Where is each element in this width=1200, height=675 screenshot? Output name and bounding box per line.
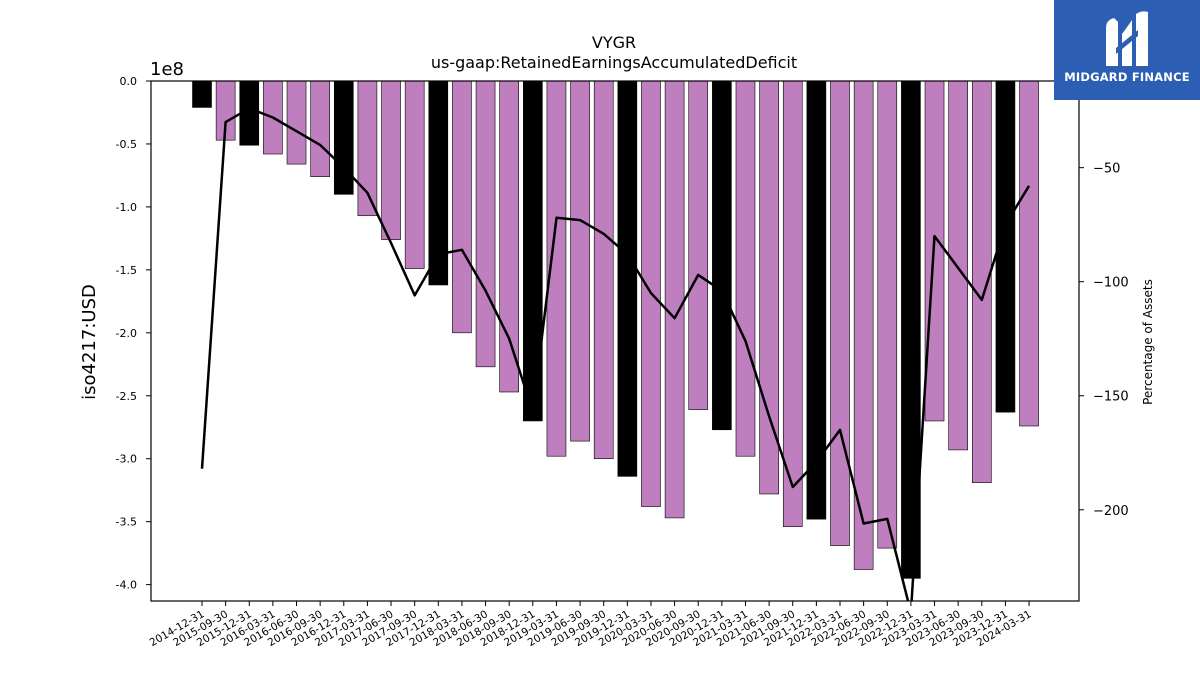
y-axis: 0.0 -0.5 -1.0 -1.5 -2.0 -2.5 -3.0 -3.5 -4.0	[116, 75, 151, 592]
y-axis-label: iso4217:USD	[79, 284, 100, 400]
line-series	[200, 107, 1031, 601]
bar	[333, 80, 354, 195]
y-tick-label: -2.0	[116, 327, 137, 340]
x-axis: 2014-12-312015-09-302015-12-312016-03-31…	[148, 601, 1034, 649]
y-tick-label: -3.0	[116, 453, 137, 466]
bar	[735, 80, 756, 457]
bar	[664, 80, 685, 519]
y-tick-label: -0.5	[116, 138, 137, 151]
bar	[948, 80, 968, 451]
y-tick-label: -1.0	[116, 201, 137, 214]
y-tick-label: -3.5	[116, 516, 137, 529]
brand-name: MIDGARD FINANCE	[1064, 70, 1190, 84]
y-offset-label: 1e8	[150, 59, 184, 80]
bar	[381, 80, 401, 240]
bar	[310, 80, 330, 177]
bar	[192, 80, 212, 108]
y-tick-label: 0.0	[120, 75, 138, 88]
bar	[712, 80, 732, 431]
y-tick-label: -1.5	[116, 264, 137, 277]
bar	[830, 80, 850, 546]
plot-frame	[150, 80, 1080, 602]
bar	[452, 80, 472, 334]
bar-series	[192, 80, 1039, 579]
y2-tick-label: −100	[1093, 276, 1129, 291]
y2-tick-label: −150	[1093, 390, 1129, 405]
y2-axis: −50 −100 −150 −200	[1079, 162, 1129, 519]
y-tick-label: -2.5	[116, 390, 137, 403]
chart-subtitle: us-gaap:RetainedEarningsAccumulatedDefic…	[431, 53, 797, 72]
bar	[593, 80, 614, 460]
percentage-of-assets-line	[200, 107, 1031, 601]
y2-tick-label: −200	[1093, 504, 1129, 519]
bar	[877, 80, 898, 549]
bar	[475, 80, 496, 368]
bar	[759, 80, 779, 495]
y2-axis-label: Percentage of Assets	[1141, 279, 1155, 405]
bar	[1019, 80, 1039, 427]
bar	[499, 80, 519, 393]
y2-tick-label: −50	[1093, 162, 1120, 177]
chart-title: VYGR	[592, 33, 636, 52]
bar	[688, 80, 709, 410]
brand-logo: MIDGARD FINANCE	[1054, 0, 1200, 100]
midgard-m-logo-icon	[1106, 11, 1148, 67]
bar	[523, 80, 543, 422]
bar	[286, 80, 307, 165]
y-tick-label: -4.0	[116, 579, 137, 592]
bar	[617, 80, 638, 477]
bar	[570, 80, 590, 442]
bar	[782, 80, 803, 528]
bar	[404, 80, 425, 269]
